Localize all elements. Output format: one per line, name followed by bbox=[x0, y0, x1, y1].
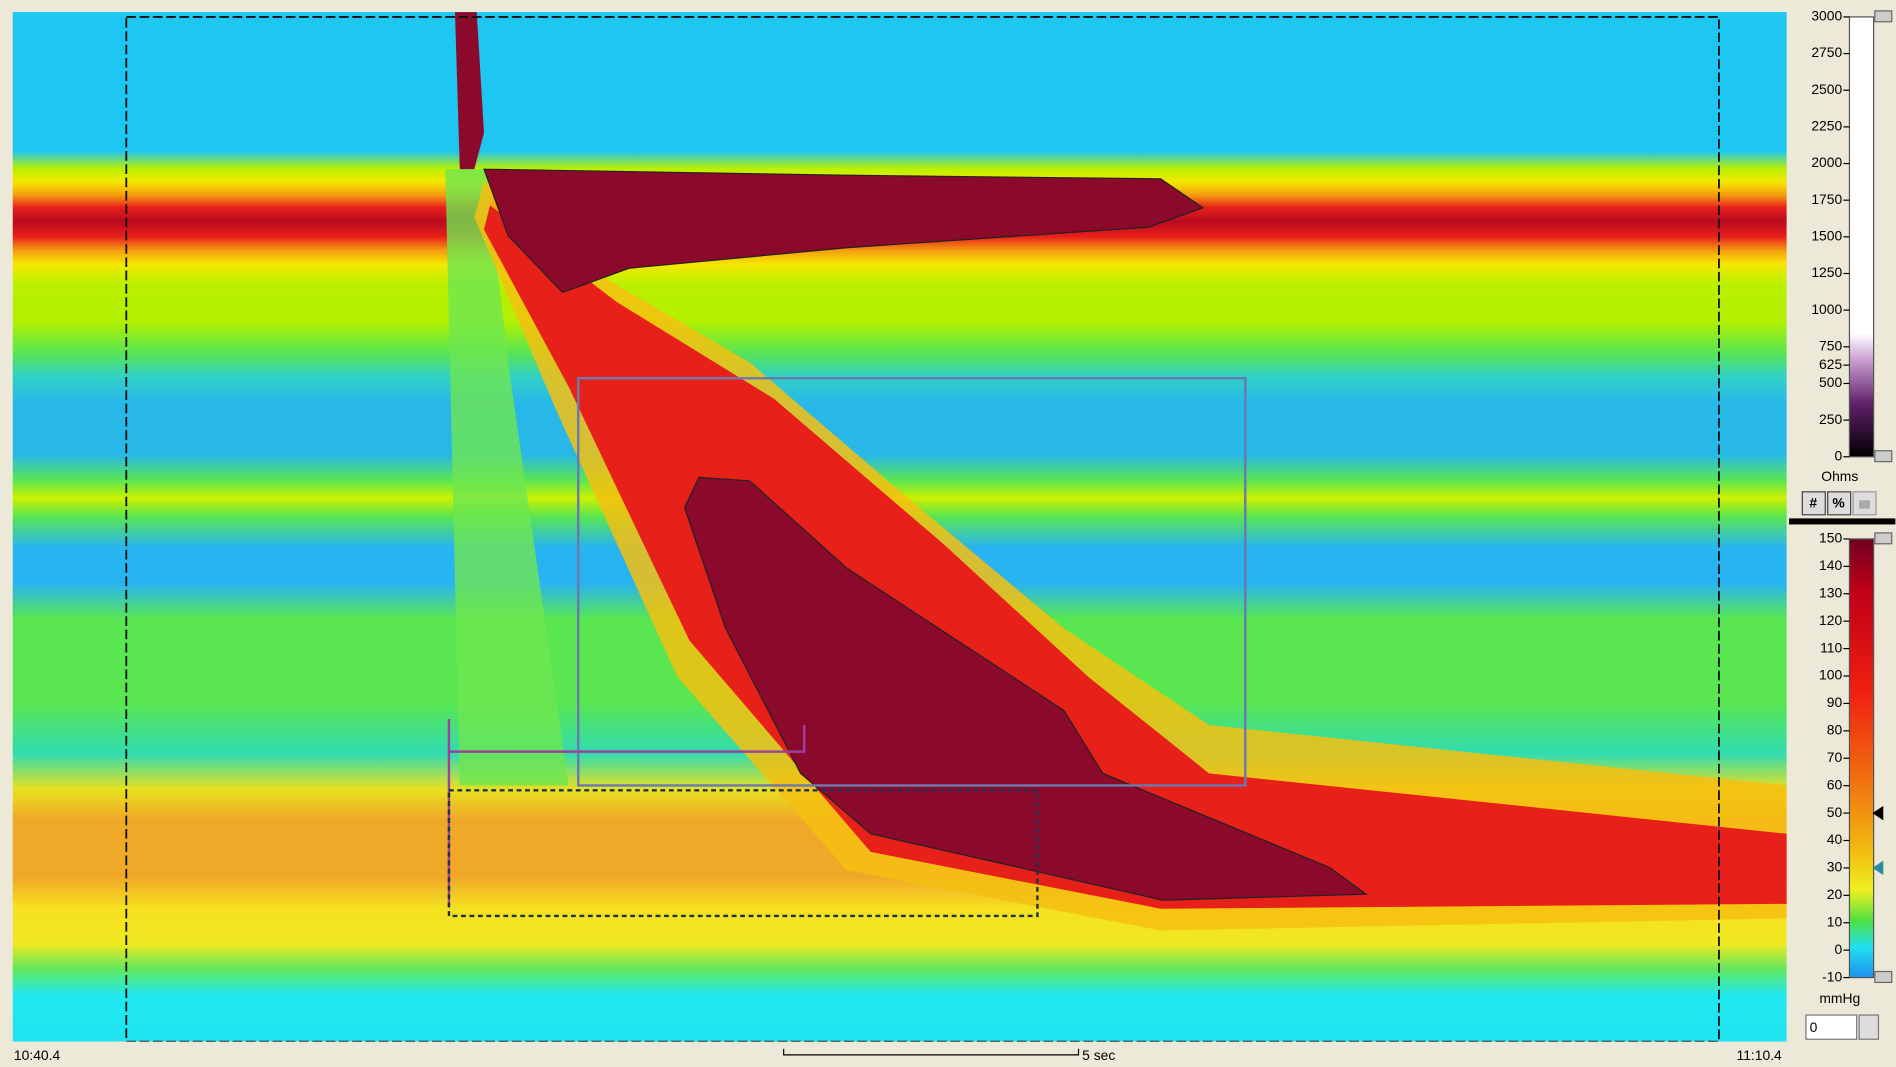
scale-tick-label: 120 bbox=[1819, 612, 1842, 628]
threshold-input[interactable] bbox=[1805, 1014, 1858, 1040]
end-time: 11:10.4 bbox=[1737, 1047, 1783, 1063]
artifact-peak bbox=[454, 12, 484, 170]
impedance-colorbar bbox=[1848, 16, 1875, 458]
panel-separator bbox=[1789, 518, 1896, 525]
analysis-box[interactable] bbox=[577, 377, 1247, 787]
scale-tick-label: 70 bbox=[1827, 749, 1843, 765]
scale-tick-label: 110 bbox=[1820, 639, 1842, 655]
scale-tick-label: 0 bbox=[1834, 941, 1842, 957]
threshold-marker[interactable] bbox=[1872, 805, 1884, 821]
scale-tick-label: 750 bbox=[1819, 337, 1842, 353]
scale-tick-label: 0 bbox=[1834, 447, 1842, 463]
scale-tick-label: 150 bbox=[1819, 530, 1842, 546]
threshold-input-value: 0 bbox=[1810, 1019, 1818, 1035]
scale-tick-label: 2000 bbox=[1811, 154, 1842, 170]
scale-bar bbox=[783, 1048, 1080, 1056]
scale-bar-label: 5 sec bbox=[1082, 1047, 1115, 1063]
scale-tick-label: 1250 bbox=[1811, 264, 1842, 280]
scale-tick-label: 250 bbox=[1819, 411, 1842, 427]
scale-tick-label: 40 bbox=[1827, 831, 1843, 847]
scale-tick-label: 2250 bbox=[1811, 118, 1842, 134]
count-button-label: # bbox=[1809, 495, 1817, 511]
scale-tick-label: 60 bbox=[1827, 776, 1843, 792]
start-time: 10:40.4 bbox=[14, 1047, 61, 1063]
percent-button[interactable] bbox=[1827, 491, 1852, 516]
scale-slider[interactable] bbox=[1874, 532, 1893, 545]
percent-button-label: % bbox=[1832, 495, 1844, 511]
scale-tick-label: 1000 bbox=[1811, 301, 1842, 317]
scale-tick-label: 100 bbox=[1819, 667, 1842, 683]
impedance-unit: Ohms bbox=[1821, 468, 1858, 484]
scale-tick-label: 130 bbox=[1819, 584, 1842, 600]
upper-contraction bbox=[483, 168, 1205, 294]
les-box[interactable] bbox=[447, 789, 1039, 918]
pressure-unit: mmHg bbox=[1819, 990, 1860, 1006]
scale-tick-label: 30 bbox=[1827, 859, 1843, 875]
scale-tick-label: 3000 bbox=[1811, 8, 1842, 24]
scale-tick-label: 1500 bbox=[1811, 228, 1842, 244]
count-button[interactable] bbox=[1801, 491, 1826, 516]
scale-slider[interactable] bbox=[1874, 450, 1893, 463]
scale-tick-label: 140 bbox=[1819, 557, 1842, 573]
scale-tick-label: 20 bbox=[1827, 886, 1843, 902]
scale-tick-label: 2500 bbox=[1811, 81, 1842, 97]
scale-tick-label: 80 bbox=[1827, 722, 1843, 738]
artifact-stripe bbox=[445, 169, 569, 786]
selection-frame[interactable] bbox=[125, 16, 1720, 1043]
scale-slider[interactable] bbox=[1874, 10, 1893, 23]
scale-tick-label: 10 bbox=[1827, 913, 1843, 929]
scale-tick-label: -10 bbox=[1822, 968, 1842, 984]
threshold-marker[interactable] bbox=[1872, 860, 1884, 876]
scale-slider[interactable] bbox=[1874, 970, 1893, 984]
scale-tick-label: 50 bbox=[1827, 804, 1843, 820]
pressure-colorbar bbox=[1848, 538, 1875, 979]
scale-tick-label: 1750 bbox=[1811, 191, 1842, 207]
scale-tick-label: 90 bbox=[1827, 694, 1843, 710]
lock-icon bbox=[1859, 500, 1870, 509]
distal-contraction bbox=[683, 476, 1368, 901]
scale-tick-label: 500 bbox=[1819, 374, 1842, 390]
scale-tick-label: 2750 bbox=[1811, 44, 1842, 60]
scale-tick-label: 625 bbox=[1819, 356, 1842, 372]
threshold-spinner[interactable] bbox=[1858, 1014, 1880, 1040]
